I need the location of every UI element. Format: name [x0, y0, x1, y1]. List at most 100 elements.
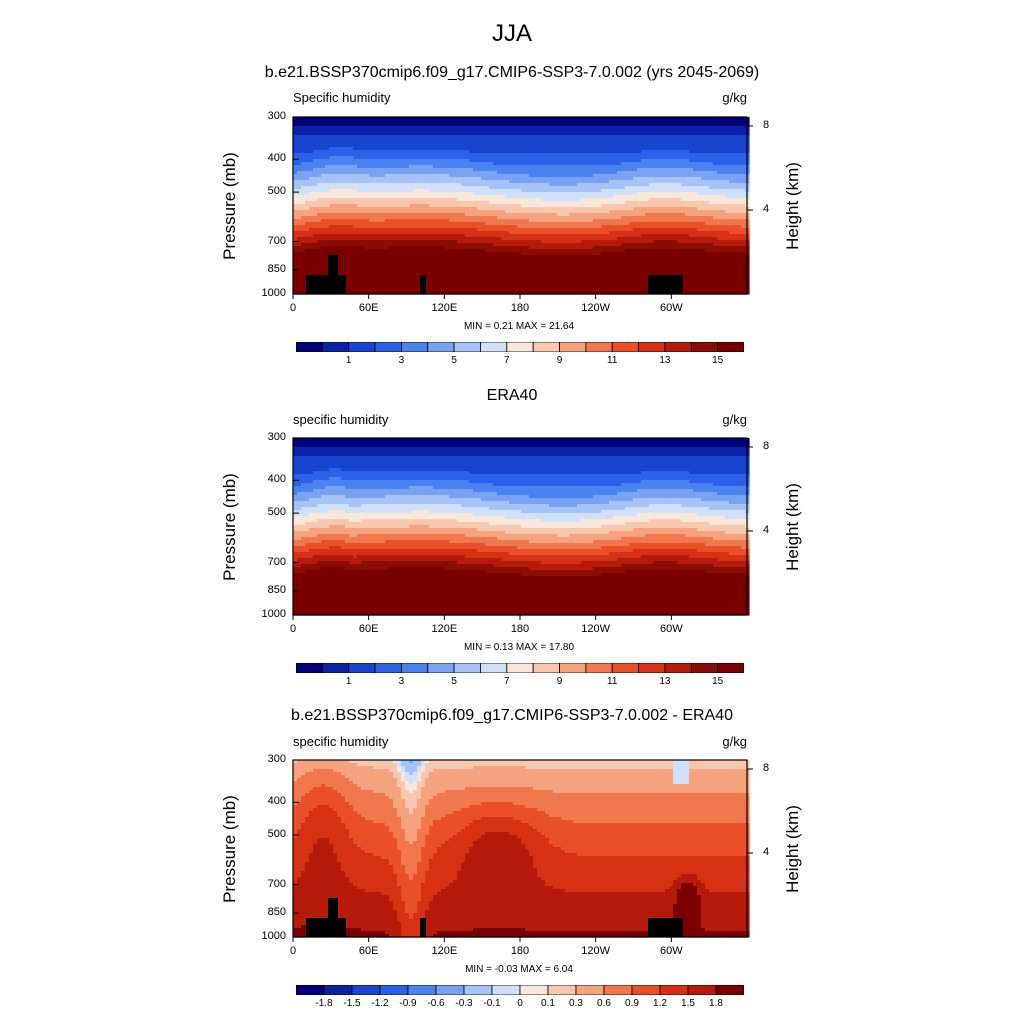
contour-cell [293, 219, 298, 223]
contour-cell [621, 282, 626, 286]
contour-cell [417, 117, 422, 121]
contour-cell [397, 168, 402, 172]
contour-cell [541, 261, 546, 265]
contour-cell [621, 219, 626, 223]
contour-cell [409, 207, 414, 211]
contour-cell [305, 195, 310, 199]
contour-cell [349, 282, 354, 286]
contour-cell [433, 159, 438, 163]
contour-cell [481, 213, 486, 217]
contour-cell [613, 180, 618, 184]
contour-cell [325, 159, 330, 163]
contour-cell [437, 264, 442, 268]
contour-cell [625, 132, 630, 136]
contour-cell [529, 189, 534, 193]
contour-cell [625, 192, 630, 196]
contour-cell [433, 180, 438, 184]
contour-cell [629, 138, 634, 142]
contour-cell [365, 141, 370, 145]
contour-cell [437, 117, 442, 121]
contour-cell [477, 177, 482, 181]
contour-cell [469, 144, 474, 148]
contour-cell [585, 204, 590, 208]
contour-cell [521, 285, 526, 289]
contour-cell [501, 162, 506, 166]
contour-cell [309, 192, 314, 196]
contour-cell [585, 198, 590, 202]
contour-cell [485, 234, 490, 238]
contour-cell [473, 213, 478, 217]
contour-cell [353, 186, 358, 190]
contour-cell [613, 204, 618, 208]
contour-cell [489, 129, 494, 133]
contour-cell [301, 291, 306, 295]
contour-cell [525, 141, 530, 145]
contour-cell [369, 144, 374, 148]
contour-cell [445, 276, 450, 280]
contour-cell [585, 126, 590, 130]
contour-cell [469, 141, 474, 145]
contour-cell [373, 252, 378, 256]
contour-cell [385, 252, 390, 256]
contour-cell [529, 162, 534, 166]
contour-cell [457, 144, 462, 148]
contour-cell [493, 195, 498, 199]
contour-cell [449, 186, 454, 190]
contour-cell [497, 123, 502, 127]
contour-cell [505, 234, 510, 238]
contour-cell [353, 240, 358, 244]
contour-cell [565, 246, 570, 250]
contour-cell [497, 147, 502, 151]
contour-cell [629, 171, 634, 175]
contour-cell [597, 117, 602, 121]
contour-cell [537, 138, 542, 142]
contour-cell [361, 117, 366, 121]
contour-cell [413, 171, 418, 175]
contour-cell [525, 132, 530, 136]
contour-cell [421, 156, 426, 160]
contour-cell [605, 258, 610, 262]
contour-cell [569, 150, 574, 154]
contour-cell [437, 249, 442, 253]
contour-cell [517, 270, 522, 274]
contour-cell [489, 291, 494, 295]
contour-cell [445, 270, 450, 274]
contour-cell [345, 201, 350, 205]
contour-cell [389, 189, 394, 193]
contour-cell [325, 264, 330, 268]
contour-cell [393, 276, 398, 280]
contour-cell [361, 231, 366, 235]
contour-cell [613, 228, 618, 232]
contour-cell [453, 189, 458, 193]
contour-cell [541, 159, 546, 163]
contour-cell [365, 246, 370, 250]
contour-cell [417, 135, 422, 139]
contour-cell [509, 240, 514, 244]
contour-cell [613, 234, 618, 238]
contour-cell [305, 153, 310, 157]
contour-cell [529, 231, 534, 235]
contour-cell [605, 168, 610, 172]
contour-cell [585, 243, 590, 247]
contour-cell [617, 162, 622, 166]
contour-cell [469, 222, 474, 226]
contour-cell [481, 219, 486, 223]
contour-cell [357, 279, 362, 283]
contour-cell [477, 162, 482, 166]
contour-cell [437, 186, 442, 190]
contour-cell [465, 243, 470, 247]
contour-cell [393, 273, 398, 277]
contour-cell [417, 120, 422, 124]
contour-cell [605, 144, 610, 148]
contour-cell [305, 141, 310, 145]
contour-cell [601, 168, 606, 172]
contour-cell [361, 183, 366, 187]
contour-cell [609, 204, 614, 208]
contour-cell [333, 189, 338, 193]
contour-cell [361, 228, 366, 232]
contour-cell [317, 123, 322, 127]
contour-cell [373, 129, 378, 133]
contour-cell [481, 138, 486, 142]
contour-cell [353, 189, 358, 193]
contour-cell [533, 258, 538, 262]
